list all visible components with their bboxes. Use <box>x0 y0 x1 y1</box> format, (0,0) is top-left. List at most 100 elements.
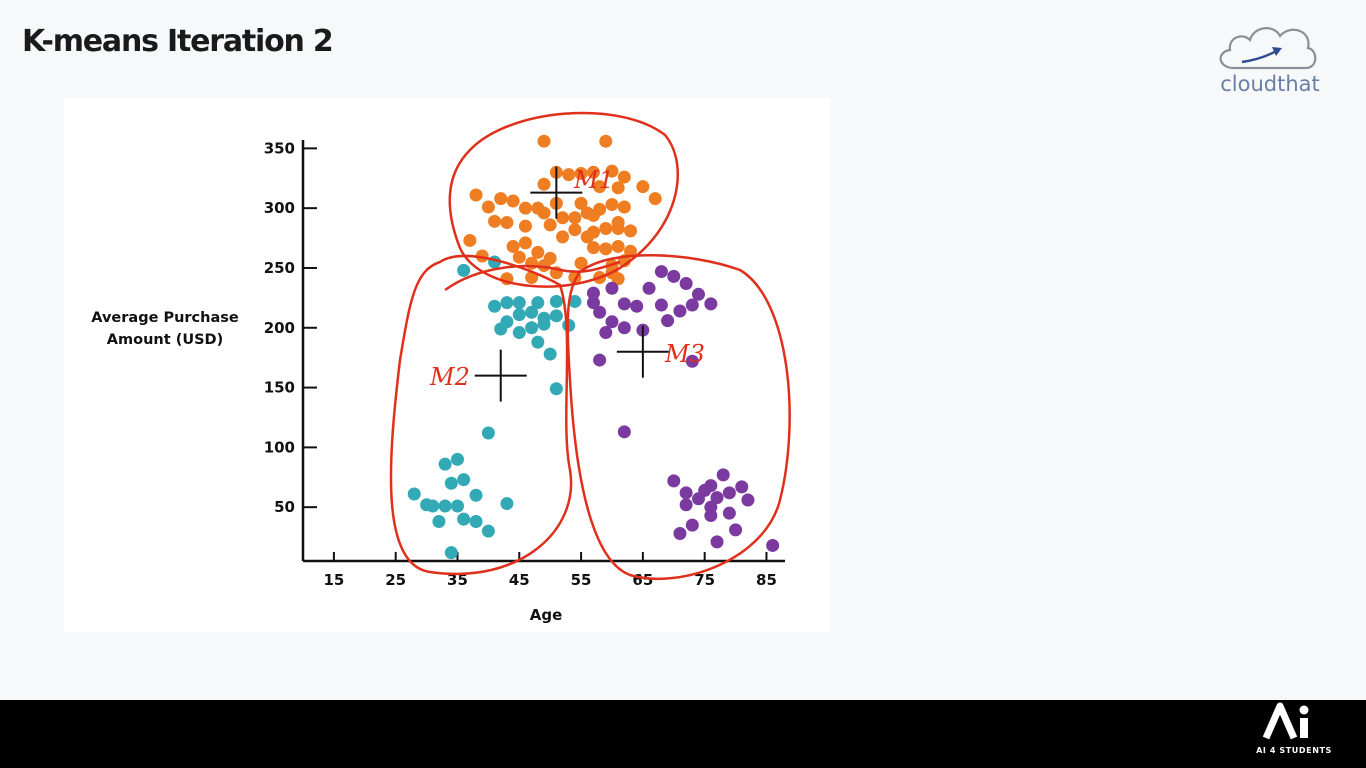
data-point <box>537 317 551 331</box>
data-point <box>605 315 619 329</box>
data-point <box>722 506 736 520</box>
y-tick-label: 300 <box>264 199 295 217</box>
data-point <box>512 308 526 322</box>
data-point <box>444 476 458 490</box>
data-point <box>568 211 582 225</box>
x-tick-label: 35 <box>447 571 468 589</box>
data-point <box>512 296 526 310</box>
data-point <box>537 134 551 148</box>
x-axis-label: Age <box>529 606 563 624</box>
centroid-hand-label: M3 <box>664 340 705 368</box>
cluster-outline <box>444 260 621 292</box>
data-point <box>531 245 545 259</box>
data-point <box>741 493 755 507</box>
data-point <box>710 491 724 505</box>
data-point <box>685 518 699 532</box>
centroid-hand-label: M1 <box>573 166 614 194</box>
data-point <box>469 488 483 502</box>
data-point <box>691 287 705 301</box>
data-point <box>617 200 631 214</box>
data-point <box>450 452 464 466</box>
data-point <box>586 165 600 179</box>
data-point <box>704 479 718 493</box>
data-point <box>531 201 545 215</box>
cluster-outline <box>389 254 573 576</box>
data-point <box>494 192 508 206</box>
cloud-arrow-icon <box>1219 27 1317 70</box>
y-tick-label: 350 <box>264 139 295 157</box>
data-point <box>580 206 594 220</box>
data-point <box>654 298 668 312</box>
data-point <box>457 512 471 526</box>
data-point <box>679 498 693 512</box>
data-point <box>593 180 607 194</box>
data-point <box>710 535 724 549</box>
data-point <box>574 166 588 180</box>
footer-tagline: AI 4 STUDENTS <box>1256 746 1332 755</box>
data-point <box>537 177 551 191</box>
data-point <box>500 497 514 511</box>
data-point <box>500 216 514 230</box>
data-point <box>617 297 631 311</box>
chart-annotations: M1 M2 M3 <box>389 111 791 580</box>
data-point <box>636 180 650 194</box>
data-point <box>463 233 477 247</box>
data-point <box>444 546 458 560</box>
data-point <box>525 256 539 270</box>
data-point <box>438 499 452 513</box>
data-point <box>450 499 464 513</box>
slide-title: K-means Iteration 2 <box>22 24 334 59</box>
data-point <box>667 269 681 283</box>
data-point <box>599 326 613 340</box>
brand-logo: cloudthat <box>1208 20 1332 100</box>
data-point <box>704 297 718 311</box>
data-point <box>704 509 718 523</box>
data-point <box>488 214 502 228</box>
data-point <box>642 281 656 295</box>
data-point <box>617 425 631 439</box>
data-point <box>568 223 582 237</box>
data-point <box>531 335 545 349</box>
data-point <box>506 194 520 208</box>
data-point <box>729 523 743 537</box>
data-point <box>506 239 520 253</box>
data-point <box>574 256 588 270</box>
data-point <box>438 457 452 471</box>
data-point <box>593 353 607 367</box>
data-point <box>525 271 539 285</box>
cluster-outline <box>566 254 791 580</box>
data-point <box>469 515 483 529</box>
data-point <box>512 250 526 264</box>
data-point <box>586 286 600 300</box>
data-point <box>586 241 600 255</box>
footer-logo: AI 4 STUDENTS <box>1244 700 1344 768</box>
data-point <box>679 277 693 291</box>
data-point <box>481 426 495 440</box>
data-point <box>630 299 644 313</box>
data-point <box>549 309 563 323</box>
data-point <box>562 168 576 182</box>
data-point <box>685 354 699 368</box>
data-point <box>679 486 693 500</box>
data-point <box>537 259 551 273</box>
data-point <box>599 242 613 256</box>
data-point <box>518 201 532 215</box>
centroid-hand-label: M2 <box>429 363 470 391</box>
data-point <box>525 321 539 335</box>
data-point <box>549 294 563 308</box>
data-point <box>617 170 631 184</box>
data-point <box>593 305 607 319</box>
data-point <box>624 224 638 238</box>
data-point <box>605 198 619 212</box>
data-point <box>407 487 421 501</box>
y-axis-label-line-2: Amount (USD) <box>106 332 224 348</box>
ai-logo-icon <box>1262 702 1309 740</box>
y-axis-label-line-1: Average Purchase <box>91 310 239 326</box>
data-point <box>512 326 526 340</box>
x-tick-label: 65 <box>632 571 653 589</box>
data-point <box>481 200 495 214</box>
data-point <box>543 218 557 232</box>
brand-name: cloudthat <box>1220 72 1320 96</box>
x-tick-label: 85 <box>756 571 777 589</box>
data-point <box>673 526 687 540</box>
